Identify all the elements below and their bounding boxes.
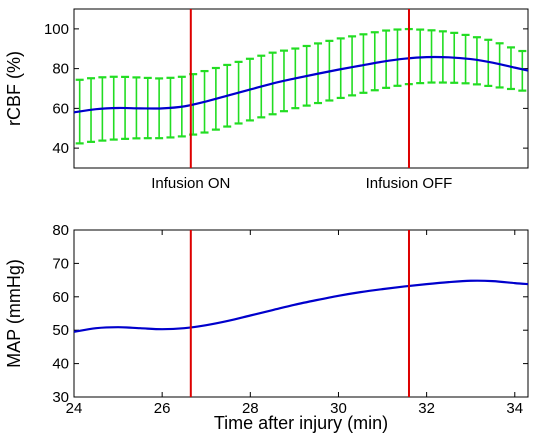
- error-bar: [393, 28, 402, 87]
- error-bar: [382, 29, 391, 89]
- y-tick-label: 80: [52, 222, 69, 239]
- error-bar: [518, 49, 527, 92]
- plot-frame: [73, 229, 529, 398]
- y-tick-label: 30: [52, 389, 69, 406]
- y-tick-label: 80: [52, 61, 69, 78]
- plot-frame: [73, 8, 529, 169]
- x-axis-label: Time after injury (min): [214, 413, 388, 433]
- error-bar: [370, 31, 379, 92]
- rcbf-panel: 40 60 80 100 rCBF (%) Infusion ON Infusion OFF: [4, 8, 529, 192]
- x-tick-label: 30: [330, 400, 347, 417]
- y-tick-label: 70: [52, 255, 69, 272]
- series-line: [73, 55, 529, 114]
- y-tick-label: 60: [52, 289, 69, 306]
- error-bar: [359, 33, 368, 94]
- x-tick-label: 26: [154, 400, 171, 417]
- x-tick-label: 28: [242, 400, 259, 417]
- y-tick-label: 50: [52, 322, 69, 339]
- x-tick-label: 24: [66, 400, 83, 417]
- y-tick-label: 40: [52, 140, 69, 157]
- y-tick-label: 40: [52, 356, 69, 373]
- x-tick-label: 34: [506, 400, 523, 417]
- error-bar: [495, 42, 504, 89]
- infusion-marker-label: Infusion ON: [151, 175, 230, 192]
- series-line: [73, 279, 529, 333]
- y-axis-label: MAP (mmHg): [4, 259, 24, 368]
- y-axis-label: rCBF (%): [4, 51, 24, 126]
- error-bar: [348, 35, 357, 97]
- y-tick-label: 100: [44, 21, 69, 38]
- y-tick-label: 60: [52, 100, 69, 117]
- error-bar: [506, 46, 515, 91]
- map-panel: 30 40 50 60 70 80 24 26 28 30 32 34 MAP (mmHg) Time a…: [4, 222, 529, 433]
- x-tick-label: 32: [418, 400, 435, 417]
- infusion-marker-label: Infusion OFF: [366, 175, 453, 192]
